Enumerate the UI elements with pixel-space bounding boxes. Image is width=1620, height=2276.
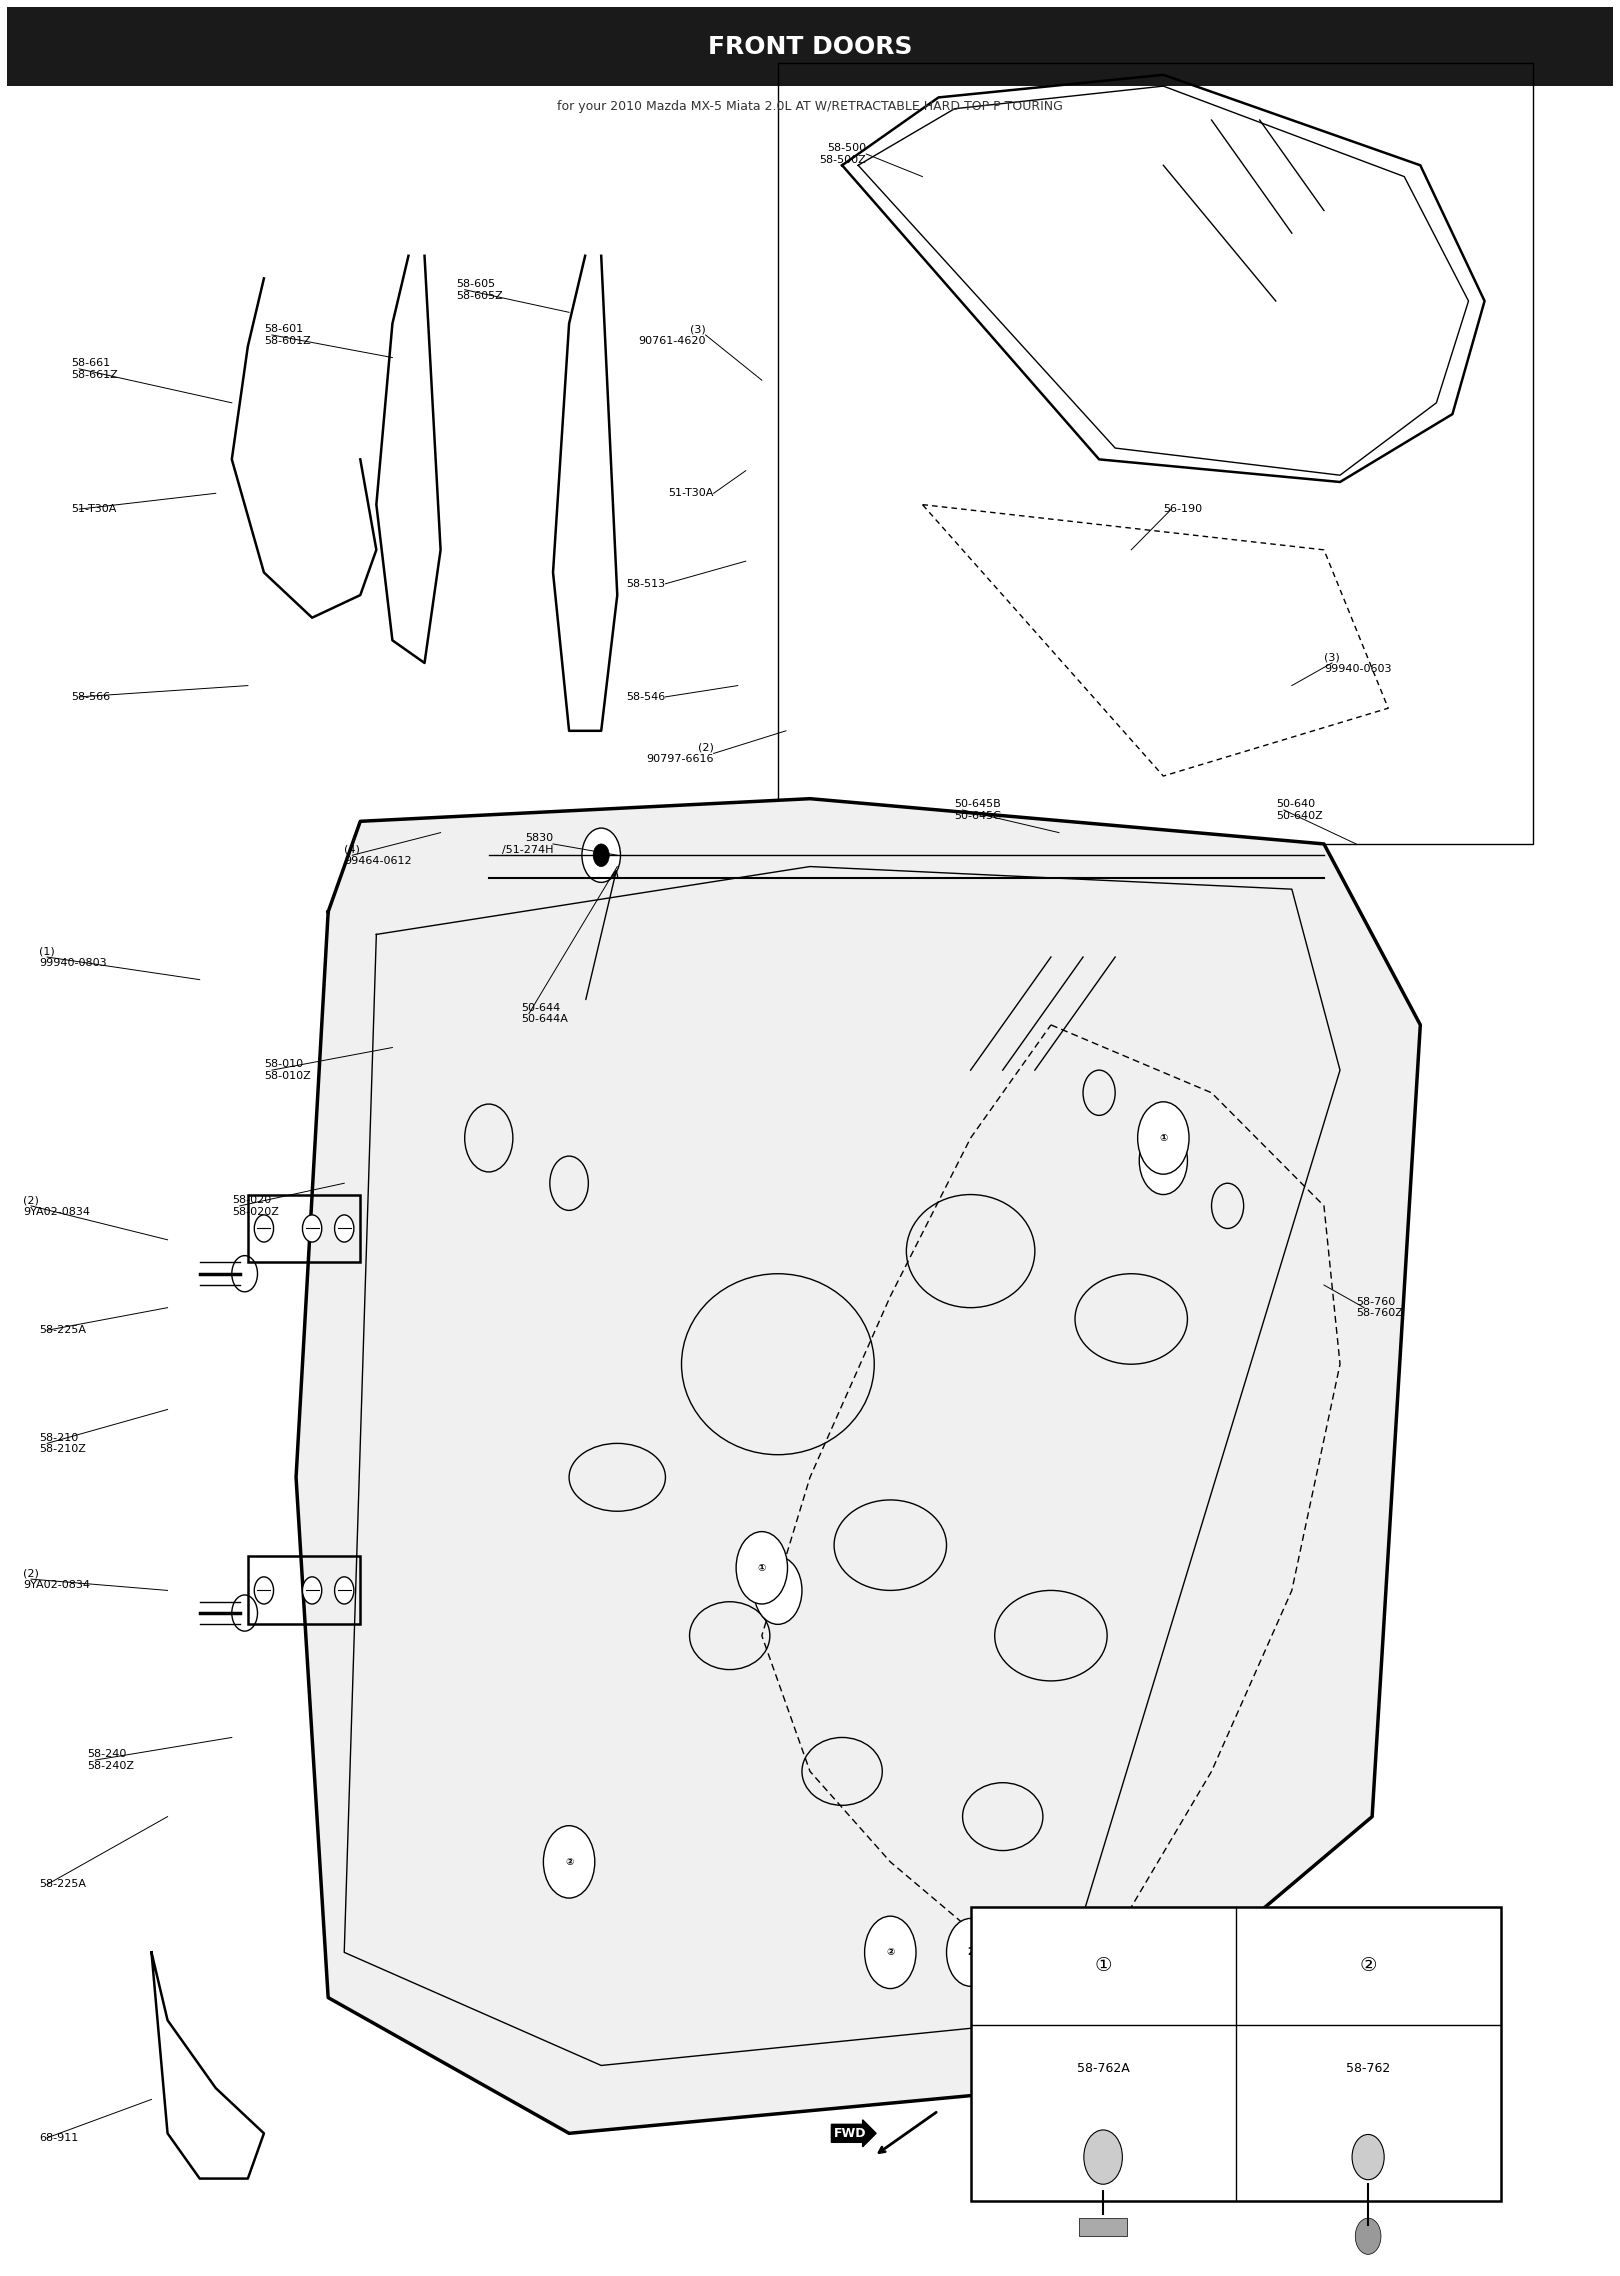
Circle shape bbox=[543, 1825, 595, 1898]
Polygon shape bbox=[296, 799, 1421, 2133]
Circle shape bbox=[335, 1577, 353, 1605]
Text: FRONT DOORS: FRONT DOORS bbox=[708, 34, 912, 59]
Text: (1)
99940-0803: (1) 99940-0803 bbox=[39, 947, 107, 967]
Bar bbox=[248, 1195, 360, 1263]
Text: ①: ① bbox=[1095, 1957, 1111, 1976]
Text: 58-760
58-760Z: 58-760 58-760Z bbox=[1356, 1297, 1403, 1318]
Circle shape bbox=[303, 1577, 322, 1605]
Text: (3)
99940-0603: (3) 99940-0603 bbox=[1324, 653, 1392, 674]
Text: 68-911: 68-911 bbox=[39, 2133, 78, 2142]
Circle shape bbox=[753, 1557, 802, 1625]
Text: 58-546: 58-546 bbox=[627, 692, 666, 701]
Circle shape bbox=[946, 1919, 995, 1987]
Bar bbox=[970, 1907, 1500, 2201]
Circle shape bbox=[232, 1256, 258, 1293]
Text: 58-601
58-601Z: 58-601 58-601Z bbox=[264, 323, 311, 346]
Text: 58-661
58-661Z: 58-661 58-661Z bbox=[71, 357, 118, 380]
Text: 58-210
58-210Z: 58-210 58-210Z bbox=[39, 1432, 86, 1454]
Circle shape bbox=[232, 1595, 258, 1632]
Text: 50-645B
50-645C: 50-645B 50-645C bbox=[954, 799, 1001, 822]
Text: 58-020
58-020Z: 58-020 58-020Z bbox=[232, 1195, 279, 1218]
Circle shape bbox=[865, 1916, 915, 1989]
Circle shape bbox=[1084, 2130, 1123, 2185]
Text: (2)
9YA02-0834: (2) 9YA02-0834 bbox=[23, 1568, 91, 1591]
Circle shape bbox=[335, 1215, 353, 1243]
Text: 1: 1 bbox=[1160, 1156, 1166, 1165]
Text: (3)
90761-4620: (3) 90761-4620 bbox=[638, 323, 706, 346]
Text: ②: ② bbox=[1359, 1957, 1377, 1976]
Circle shape bbox=[1353, 2135, 1383, 2180]
Circle shape bbox=[1356, 2219, 1380, 2253]
Text: 58-500
58-500Z: 58-500 58-500Z bbox=[820, 143, 867, 164]
Circle shape bbox=[1139, 1127, 1187, 1195]
Bar bbox=[248, 1557, 360, 1625]
Text: 58-225A: 58-225A bbox=[39, 1880, 86, 1889]
Text: (4)
99464-0612: (4) 99464-0612 bbox=[343, 844, 411, 867]
FancyBboxPatch shape bbox=[6, 7, 1614, 86]
Text: 58-513: 58-513 bbox=[627, 578, 666, 589]
Text: 58-225A: 58-225A bbox=[39, 1325, 86, 1336]
Text: 58-240
58-240Z: 58-240 58-240Z bbox=[87, 1750, 134, 1771]
Bar bbox=[778, 64, 1533, 844]
Circle shape bbox=[254, 1215, 274, 1243]
Text: ①: ① bbox=[1160, 1133, 1168, 1143]
Bar bbox=[1079, 2219, 1128, 2237]
Text: (2)
9YA02-0834: (2) 9YA02-0834 bbox=[23, 1195, 91, 1218]
Text: ①: ① bbox=[758, 1564, 766, 1573]
Text: 58-762A: 58-762A bbox=[1077, 2062, 1129, 2076]
Text: for your 2010 Mazda MX-5 Miata 2.0L AT W/RETRACTABLE HARD TOP P TOURING: for your 2010 Mazda MX-5 Miata 2.0L AT W… bbox=[557, 100, 1063, 114]
Text: ②: ② bbox=[886, 1948, 894, 1957]
Text: 5830
/51-274H: 5830 /51-274H bbox=[502, 833, 552, 856]
Text: 1: 1 bbox=[774, 1586, 781, 1595]
Circle shape bbox=[735, 1532, 787, 1605]
Text: 51-T30A: 51-T30A bbox=[669, 489, 714, 498]
Text: ②: ② bbox=[565, 1857, 573, 1866]
Text: 50-644
50-644A: 50-644 50-644A bbox=[522, 1004, 567, 1024]
Text: 56-190: 56-190 bbox=[1163, 503, 1202, 514]
Text: 2: 2 bbox=[967, 1948, 974, 1957]
Text: 58-566: 58-566 bbox=[71, 692, 110, 701]
Text: FWD: FWD bbox=[834, 2126, 867, 2139]
Text: 58-010
58-010Z: 58-010 58-010Z bbox=[264, 1058, 311, 1081]
Circle shape bbox=[593, 844, 609, 867]
Circle shape bbox=[1137, 1102, 1189, 1174]
Text: 58-762: 58-762 bbox=[1346, 2062, 1390, 2076]
Text: 50-640
50-640Z: 50-640 50-640Z bbox=[1277, 799, 1322, 822]
Circle shape bbox=[582, 828, 620, 883]
Circle shape bbox=[303, 1215, 322, 1243]
Text: (2)
90797-6616: (2) 90797-6616 bbox=[646, 742, 714, 765]
Text: 51-T30A: 51-T30A bbox=[71, 503, 117, 514]
Circle shape bbox=[254, 1577, 274, 1605]
Text: 58-605
58-605Z: 58-605 58-605Z bbox=[457, 280, 504, 300]
